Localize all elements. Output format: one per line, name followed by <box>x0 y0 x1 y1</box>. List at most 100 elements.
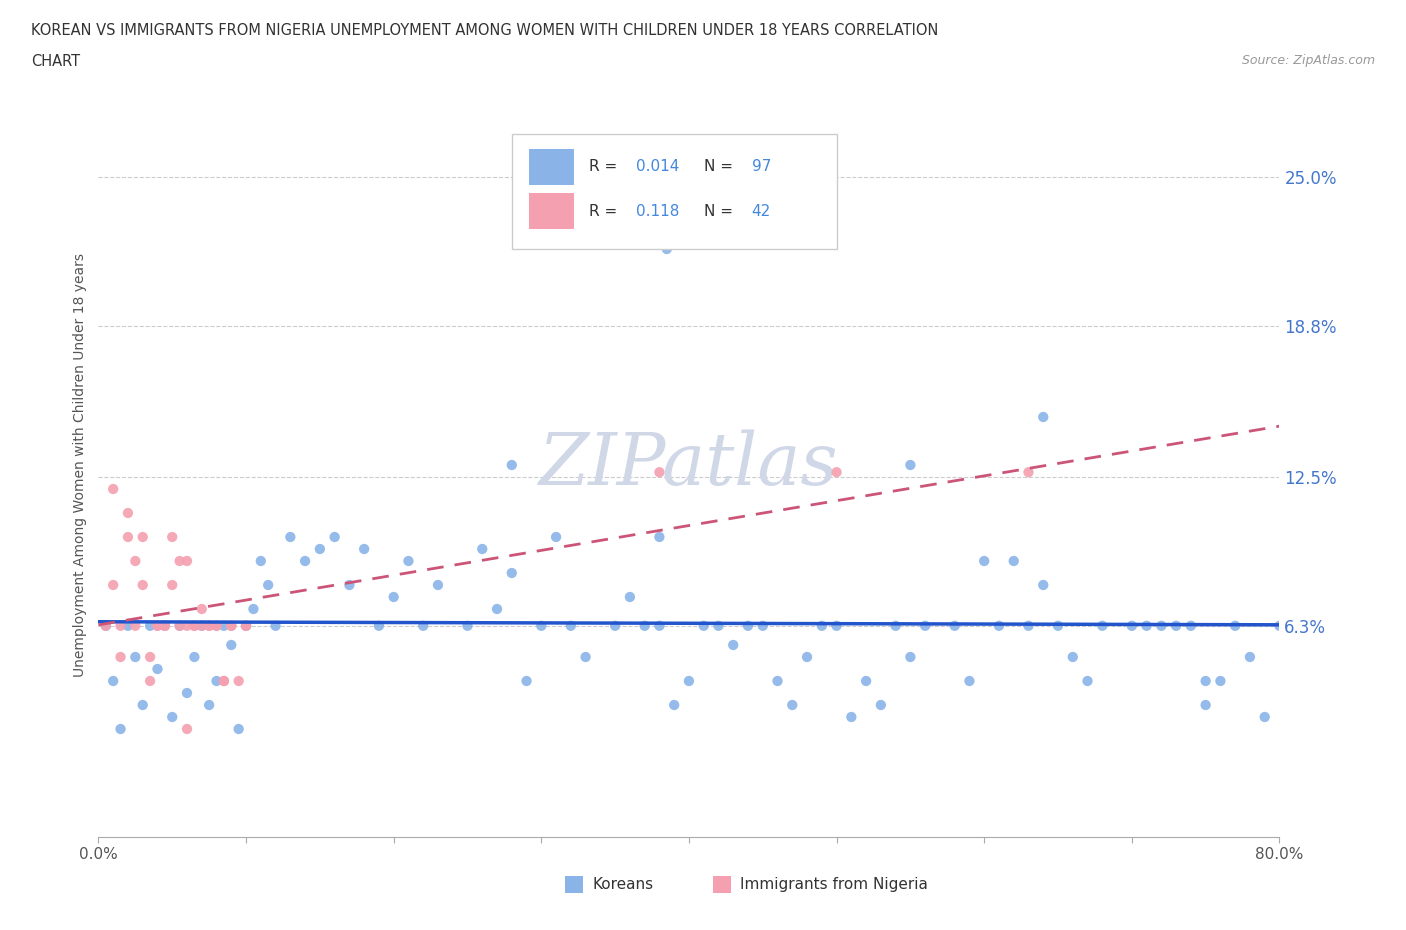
Point <box>516 673 538 688</box>
Point <box>132 698 155 712</box>
Y-axis label: Unemployment Among Women with Children Under 18 years: Unemployment Among Women with Children U… <box>73 253 87 677</box>
Point <box>212 673 235 688</box>
Point <box>1046 618 1070 633</box>
Point <box>110 649 132 664</box>
Text: 0.014: 0.014 <box>636 159 679 174</box>
Point <box>221 618 243 633</box>
Point <box>1032 409 1054 424</box>
Point <box>183 649 205 664</box>
Point <box>294 553 316 568</box>
Text: Immigrants from Nigeria: Immigrants from Nigeria <box>740 877 928 892</box>
Point <box>280 529 302 544</box>
Point <box>132 578 155 592</box>
Point <box>103 578 125 592</box>
Point <box>205 618 228 633</box>
Point <box>1062 649 1084 664</box>
Point <box>103 673 125 688</box>
Point <box>176 722 198 737</box>
Point <box>257 578 280 592</box>
Point <box>153 618 176 633</box>
Text: R =: R = <box>589 204 621 219</box>
Point <box>766 673 789 688</box>
Point <box>176 685 198 700</box>
FancyBboxPatch shape <box>565 876 583 893</box>
Point <box>560 618 582 633</box>
Point <box>139 673 162 688</box>
Point <box>546 529 568 544</box>
Point <box>1195 673 1218 688</box>
Point <box>457 618 479 633</box>
Point <box>914 618 936 633</box>
Point <box>1121 618 1143 633</box>
Point <box>398 553 420 568</box>
Point <box>162 529 183 544</box>
Point <box>212 673 235 688</box>
Point <box>339 578 361 592</box>
Point <box>1018 618 1040 633</box>
Point <box>900 458 922 472</box>
Point <box>153 618 176 633</box>
Text: Source: ZipAtlas.com: Source: ZipAtlas.com <box>1241 54 1375 67</box>
Point <box>1195 698 1218 712</box>
Point <box>648 465 671 480</box>
Point <box>752 618 775 633</box>
Point <box>191 618 214 633</box>
Point <box>900 649 922 664</box>
Point <box>162 710 183 724</box>
Point <box>176 553 198 568</box>
Point <box>250 553 273 568</box>
Point <box>1225 618 1247 633</box>
Point <box>94 618 117 633</box>
Point <box>1209 673 1232 688</box>
Point <box>973 553 995 568</box>
Point <box>737 618 759 633</box>
Point <box>162 578 183 592</box>
Point <box>1239 649 1261 664</box>
Text: 97: 97 <box>752 159 770 174</box>
Point <box>139 618 162 633</box>
Point <box>988 618 1011 633</box>
Point <box>855 673 877 688</box>
Point <box>323 529 346 544</box>
Point <box>943 618 966 633</box>
Point <box>235 618 257 633</box>
Point <box>139 649 162 664</box>
Point <box>605 618 627 633</box>
Point <box>264 618 287 633</box>
Point <box>124 553 146 568</box>
Point <box>103 482 125 497</box>
Point <box>884 618 907 633</box>
Point <box>1136 618 1159 633</box>
Point <box>648 529 671 544</box>
Point <box>486 602 509 617</box>
Point <box>117 506 139 521</box>
Point <box>707 618 730 633</box>
Text: N =: N = <box>704 159 738 174</box>
Point <box>221 638 243 653</box>
FancyBboxPatch shape <box>530 149 575 184</box>
Point <box>530 618 553 633</box>
Point <box>825 618 848 633</box>
Point <box>1166 618 1188 633</box>
Point <box>235 618 257 633</box>
Point <box>382 590 405 604</box>
Text: R =: R = <box>589 159 621 174</box>
Point <box>575 649 598 664</box>
Point <box>191 602 214 617</box>
Point <box>1180 618 1202 633</box>
Point <box>228 722 250 737</box>
Point <box>368 618 391 633</box>
Point <box>678 673 700 688</box>
Point <box>146 618 169 633</box>
Point <box>242 602 264 617</box>
Point <box>94 618 117 633</box>
Point <box>959 673 981 688</box>
Point <box>169 553 191 568</box>
Text: 42: 42 <box>752 204 770 219</box>
Point <box>648 618 671 633</box>
Point <box>117 618 139 633</box>
Point <box>146 661 169 676</box>
Point <box>664 698 686 712</box>
Text: CHART: CHART <box>31 54 80 69</box>
Point <box>191 618 214 633</box>
